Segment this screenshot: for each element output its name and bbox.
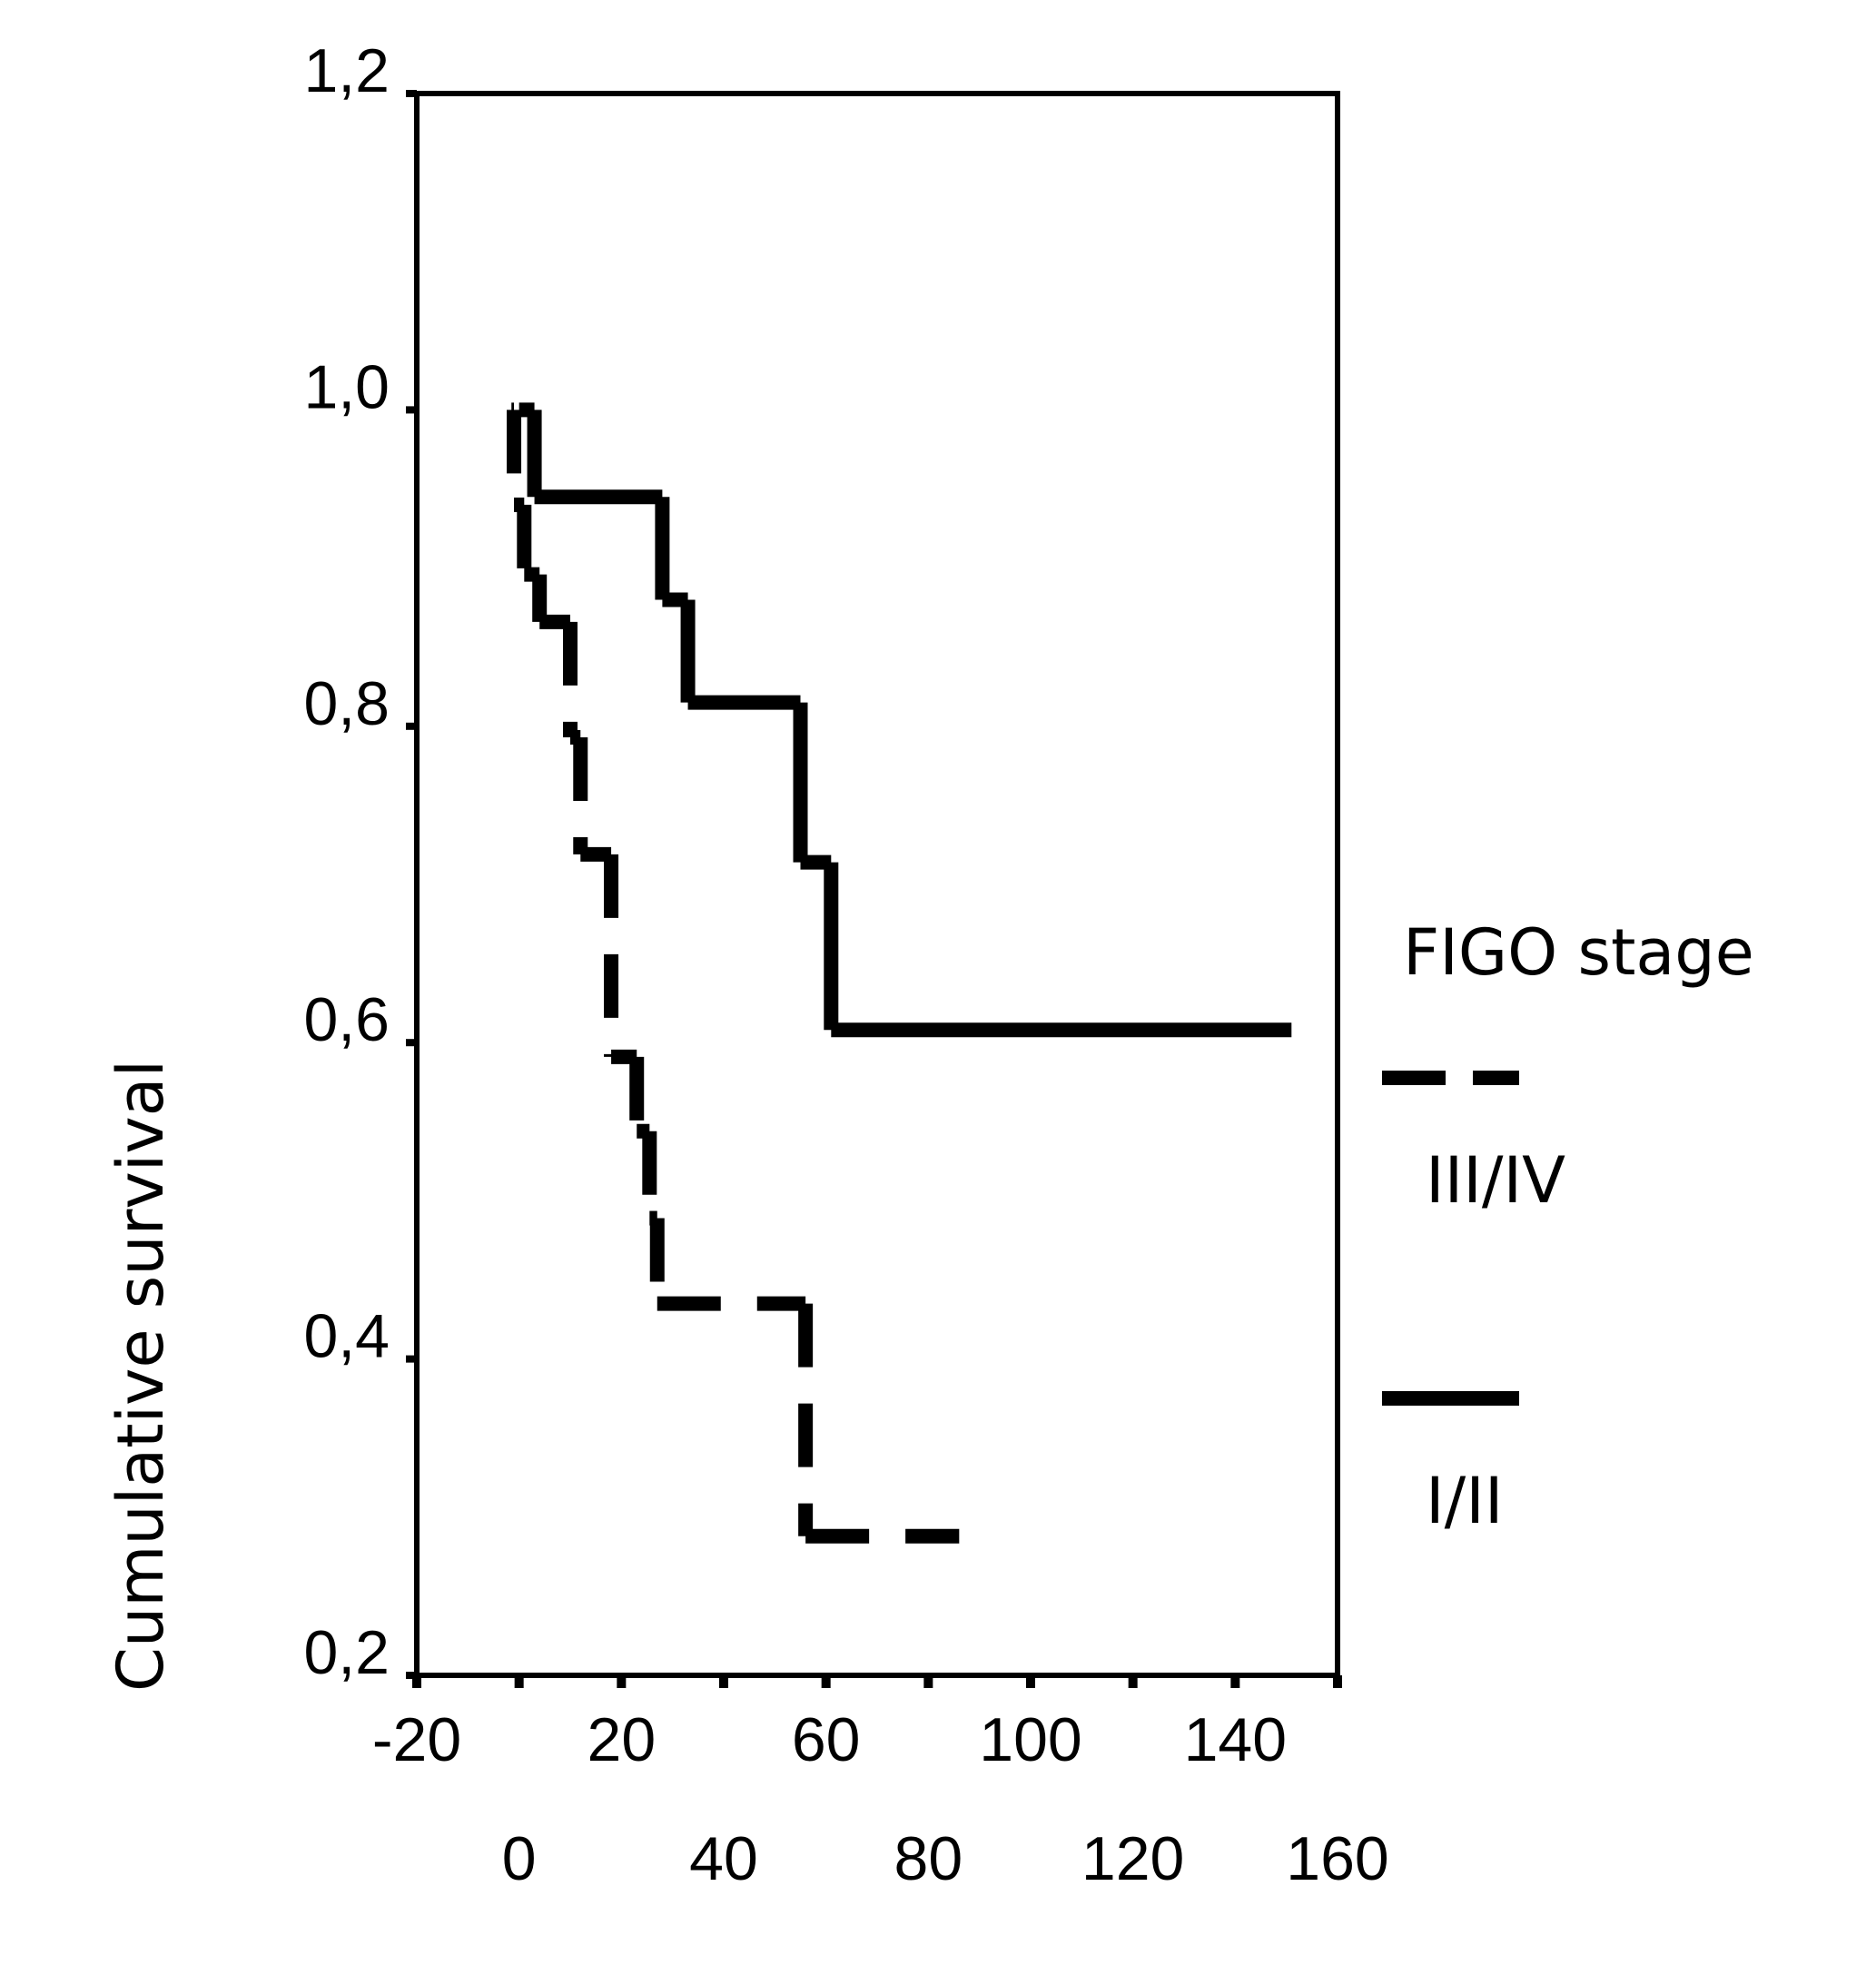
x-tick-label: 80: [894, 1824, 963, 1893]
x-tick-label: 140: [1184, 1705, 1287, 1774]
y-tick-label: 0,8: [303, 669, 390, 738]
y-tick-label: 0,6: [303, 985, 390, 1054]
legend-label: I/II: [1426, 1464, 1504, 1538]
y-tick-label: 0,2: [303, 1618, 390, 1687]
y-tick-label: 0,4: [303, 1302, 390, 1371]
y-axis-label: Cumulative survival: [104, 1060, 178, 1692]
x-tick-label: 40: [689, 1824, 758, 1893]
y-tick-label: 1,2: [303, 36, 390, 105]
y-tick-label: 1,0: [303, 352, 390, 421]
x-tick-label: 0: [502, 1824, 537, 1893]
x-tick-label: -20: [372, 1705, 461, 1774]
x-tick-label: 120: [1081, 1824, 1184, 1893]
x-tick-label: 60: [792, 1705, 861, 1774]
legend-label: III/IV: [1426, 1143, 1565, 1218]
plot-frame: [414, 91, 1340, 1678]
x-tick-label: 160: [1286, 1824, 1388, 1893]
legend-title: FIGO stage: [1403, 915, 1754, 990]
x-tick-label: 100: [979, 1705, 1081, 1774]
x-tick-label: 20: [587, 1705, 657, 1774]
